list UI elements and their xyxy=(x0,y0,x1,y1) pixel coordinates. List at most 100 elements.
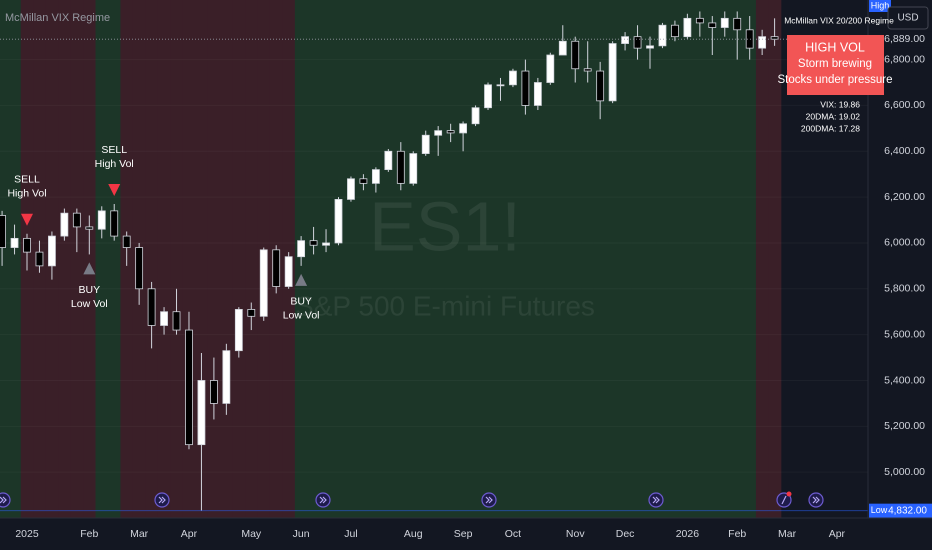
candle-body xyxy=(147,288,156,326)
x-tick-label: Mar xyxy=(130,528,149,540)
candle-body xyxy=(409,153,418,184)
regime-band xyxy=(220,0,234,518)
event-alert-dot xyxy=(786,491,792,497)
candle-body xyxy=(434,130,443,136)
x-tick-label: Apr xyxy=(829,528,846,540)
candle-body xyxy=(384,150,393,171)
x-tick-label: Mar xyxy=(778,528,797,540)
y-axis: 5,000.00 5,200.00 5,400.00 5,600.00 5,800.00… xyxy=(869,0,932,518)
signal-label: Low Vol xyxy=(283,310,320,322)
candle-body xyxy=(209,380,218,404)
x-tick-label: Feb xyxy=(728,528,746,540)
sell-signal xyxy=(108,183,121,196)
event-glyph xyxy=(319,496,327,504)
candle-body xyxy=(10,237,19,248)
event-icon-glyphs xyxy=(0,495,820,505)
x-tick-label: Jul xyxy=(344,528,357,540)
candle-body xyxy=(621,36,629,44)
candle-body xyxy=(309,240,318,246)
candle-body xyxy=(371,169,380,184)
x-tick-label: Jun xyxy=(293,528,310,540)
event-glyph xyxy=(652,496,660,504)
symbol-description-watermark: S&P 500 E-mini Futures xyxy=(295,290,595,321)
stat-line: 20DMA: 19.02 xyxy=(806,111,861,121)
candle-body xyxy=(521,70,530,106)
candle-body xyxy=(733,17,742,31)
regime-band xyxy=(170,0,184,518)
currency: USD xyxy=(897,13,918,24)
candle-body xyxy=(695,17,704,24)
y-tick-label: 6,000.00 xyxy=(884,237,925,249)
regime-band xyxy=(232,0,246,518)
candle-body xyxy=(272,249,281,287)
regime-band xyxy=(668,0,682,518)
regime-bands xyxy=(0,0,782,518)
regime-band xyxy=(481,0,495,518)
regime-band xyxy=(394,0,408,518)
regime-band xyxy=(506,0,520,518)
signal-label: High Vol xyxy=(7,188,46,200)
regime-band xyxy=(357,0,371,518)
candle-body xyxy=(35,251,44,267)
candle-body xyxy=(185,329,193,446)
candle-body xyxy=(708,22,717,28)
status-line: Storm brewing xyxy=(798,58,872,70)
regime-band xyxy=(382,0,396,518)
candle-body xyxy=(471,107,480,125)
regime-band xyxy=(319,0,333,518)
stat-line: 200DMA: 17.28 xyxy=(801,123,860,133)
x-tick-label: Oct xyxy=(505,528,521,540)
regime-band xyxy=(693,0,707,518)
x-axis: 2025 Feb Mar Apr May Jun Jul Aug Sep Oct Nov Dec 202… xyxy=(15,528,845,540)
y-tick-label: 5,800.00 xyxy=(884,283,925,295)
last-price-badge xyxy=(869,31,932,48)
candle-body xyxy=(60,212,69,237)
regime-band xyxy=(95,0,109,518)
regime-band xyxy=(569,0,582,518)
candle-body xyxy=(48,235,56,267)
symbol-watermark: ES1! xyxy=(369,187,521,265)
high-badge-bg xyxy=(869,0,891,12)
regime-band xyxy=(768,0,782,518)
regime-band xyxy=(681,0,695,518)
candle-body xyxy=(646,45,654,49)
candle-body xyxy=(720,17,729,28)
candle-body xyxy=(247,309,256,317)
signal-type: BUY xyxy=(290,296,312,308)
currency-button[interactable] xyxy=(887,6,929,30)
regime-band xyxy=(0,0,9,518)
candle-body xyxy=(583,68,592,72)
regime-band xyxy=(618,0,632,518)
candle-body xyxy=(509,70,517,86)
regime-band xyxy=(730,0,744,518)
regime-band xyxy=(631,0,645,518)
candle-body xyxy=(608,43,617,102)
y-tick-label: 6,400.00 xyxy=(884,145,925,157)
x-tick-label: Sep xyxy=(454,528,473,540)
candle-body xyxy=(297,240,306,258)
regime-band xyxy=(145,0,159,518)
signal-label: Low Vol xyxy=(71,298,108,310)
candle-body xyxy=(421,134,430,154)
candle-body xyxy=(347,178,355,200)
candle-body xyxy=(396,150,405,184)
x-tick-label: Dec xyxy=(616,528,635,540)
y-tick-label: 6,800.00 xyxy=(884,53,925,65)
regime-band xyxy=(519,0,533,518)
candle-body xyxy=(571,40,580,70)
candle-body xyxy=(160,311,168,326)
event-glyph xyxy=(0,496,7,504)
event-icon[interactable] xyxy=(0,492,11,508)
candle-body xyxy=(546,54,555,83)
panel-title: McMillan VIX 20/200 Regime xyxy=(784,15,894,25)
last-price-label: 6,889.00 xyxy=(884,33,925,45)
regime-band xyxy=(643,0,657,518)
buy-signal xyxy=(83,262,96,275)
regime-band xyxy=(606,0,620,518)
x-tick-label: 2025 xyxy=(15,528,39,540)
candle-body xyxy=(222,350,231,404)
x-tick-label: Nov xyxy=(566,528,585,540)
candle-body xyxy=(72,212,81,228)
